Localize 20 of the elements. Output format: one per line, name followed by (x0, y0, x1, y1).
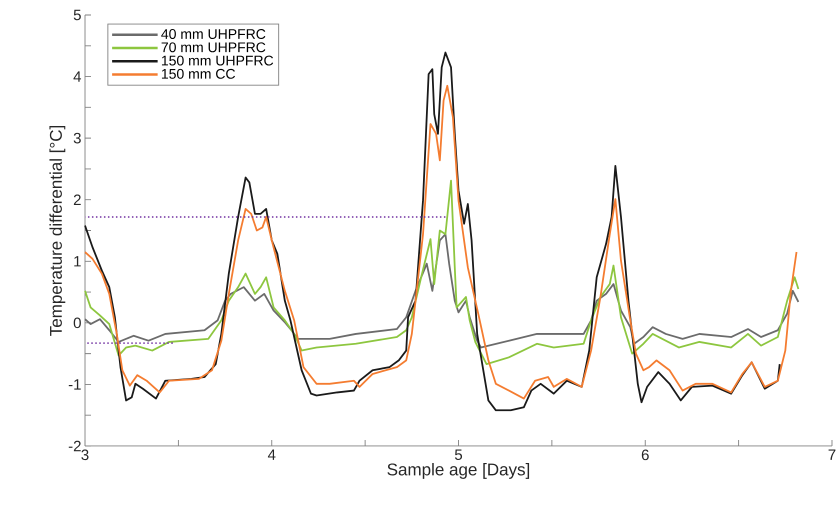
y-tick-label: 3 (74, 132, 81, 144)
x-tick-label: 7 (828, 450, 836, 460)
legend-label: 40 mm UHPFRC (161, 29, 266, 39)
legend-label: 150 mm CC (162, 68, 236, 79)
y-tick-label: 4 (73, 71, 82, 82)
x-tick-label: 4 (268, 450, 276, 460)
y-tick-label: 0 (74, 318, 81, 328)
legend-label: 150 mm UHPFRC (162, 56, 274, 66)
legend-label: 70 mm UHPFRC (162, 42, 266, 52)
y-tick-label: 5 (74, 10, 81, 20)
line-series (84, 180, 800, 365)
x-tick-label: 3 (81, 450, 89, 460)
x-tick-label: 5 (454, 450, 462, 460)
x-tick-label: 6 (642, 450, 649, 460)
y-tick-label: -2 (68, 440, 81, 452)
y-tick-label: 1 (74, 256, 81, 266)
y-tick-label: 2 (74, 194, 81, 205)
y-tick-label: -1 (68, 379, 81, 390)
x-axis-title: Sample age [Days] (387, 463, 530, 479)
y-axis-title: Temperature differential [°C] (49, 126, 66, 336)
